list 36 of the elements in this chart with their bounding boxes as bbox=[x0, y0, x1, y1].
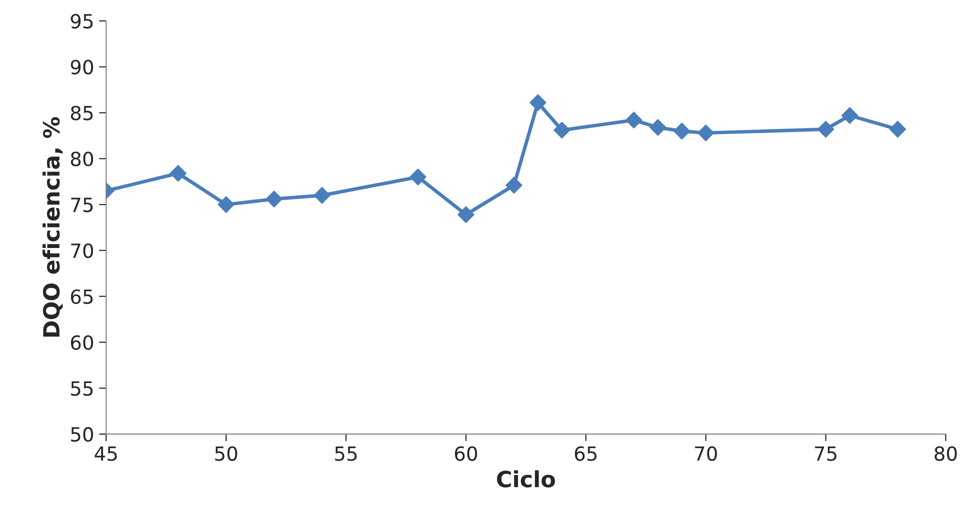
point bbox=[506, 176, 522, 194]
point bbox=[625, 112, 642, 128]
point bbox=[841, 107, 858, 124]
y-tick-label: 55 bbox=[71, 381, 93, 396]
y-tick-label: 90 bbox=[70, 60, 94, 74]
y-tick-label: 60 bbox=[70, 335, 94, 350]
x-axis-title: Ciclo bbox=[497, 470, 555, 488]
point bbox=[697, 124, 714, 142]
y-axis-title: DQO eficiencia, % bbox=[42, 117, 63, 337]
x-tick-label: 55 bbox=[335, 446, 357, 461]
point bbox=[554, 122, 570, 139]
y-tick-label: 80 bbox=[70, 152, 94, 166]
y-tick-label: 85 bbox=[70, 106, 93, 120]
point bbox=[410, 168, 426, 186]
y-tick-label: 95 bbox=[70, 14, 93, 29]
x-tick-label: 80 bbox=[934, 446, 957, 461]
x-tick-label: 50 bbox=[215, 446, 238, 461]
x-tick-label: 65 bbox=[574, 446, 597, 461]
point bbox=[458, 206, 474, 224]
point bbox=[170, 164, 186, 182]
y-tick-label: 65 bbox=[70, 289, 93, 304]
point bbox=[530, 94, 546, 112]
point bbox=[218, 196, 234, 213]
x-tick-label: 75 bbox=[814, 446, 836, 461]
x-tick-label: 70 bbox=[695, 446, 717, 461]
point bbox=[889, 120, 906, 138]
y-tick-label: 75 bbox=[71, 198, 93, 212]
point bbox=[314, 186, 330, 204]
x-tick-label: 60 bbox=[454, 446, 478, 461]
point bbox=[266, 190, 282, 208]
y-tick-label: 70 bbox=[71, 243, 94, 258]
point bbox=[649, 119, 666, 136]
y-tick-label: 50 bbox=[71, 427, 94, 442]
point bbox=[673, 122, 690, 140]
x-tick-label: 45 bbox=[94, 446, 117, 461]
point bbox=[817, 120, 834, 138]
